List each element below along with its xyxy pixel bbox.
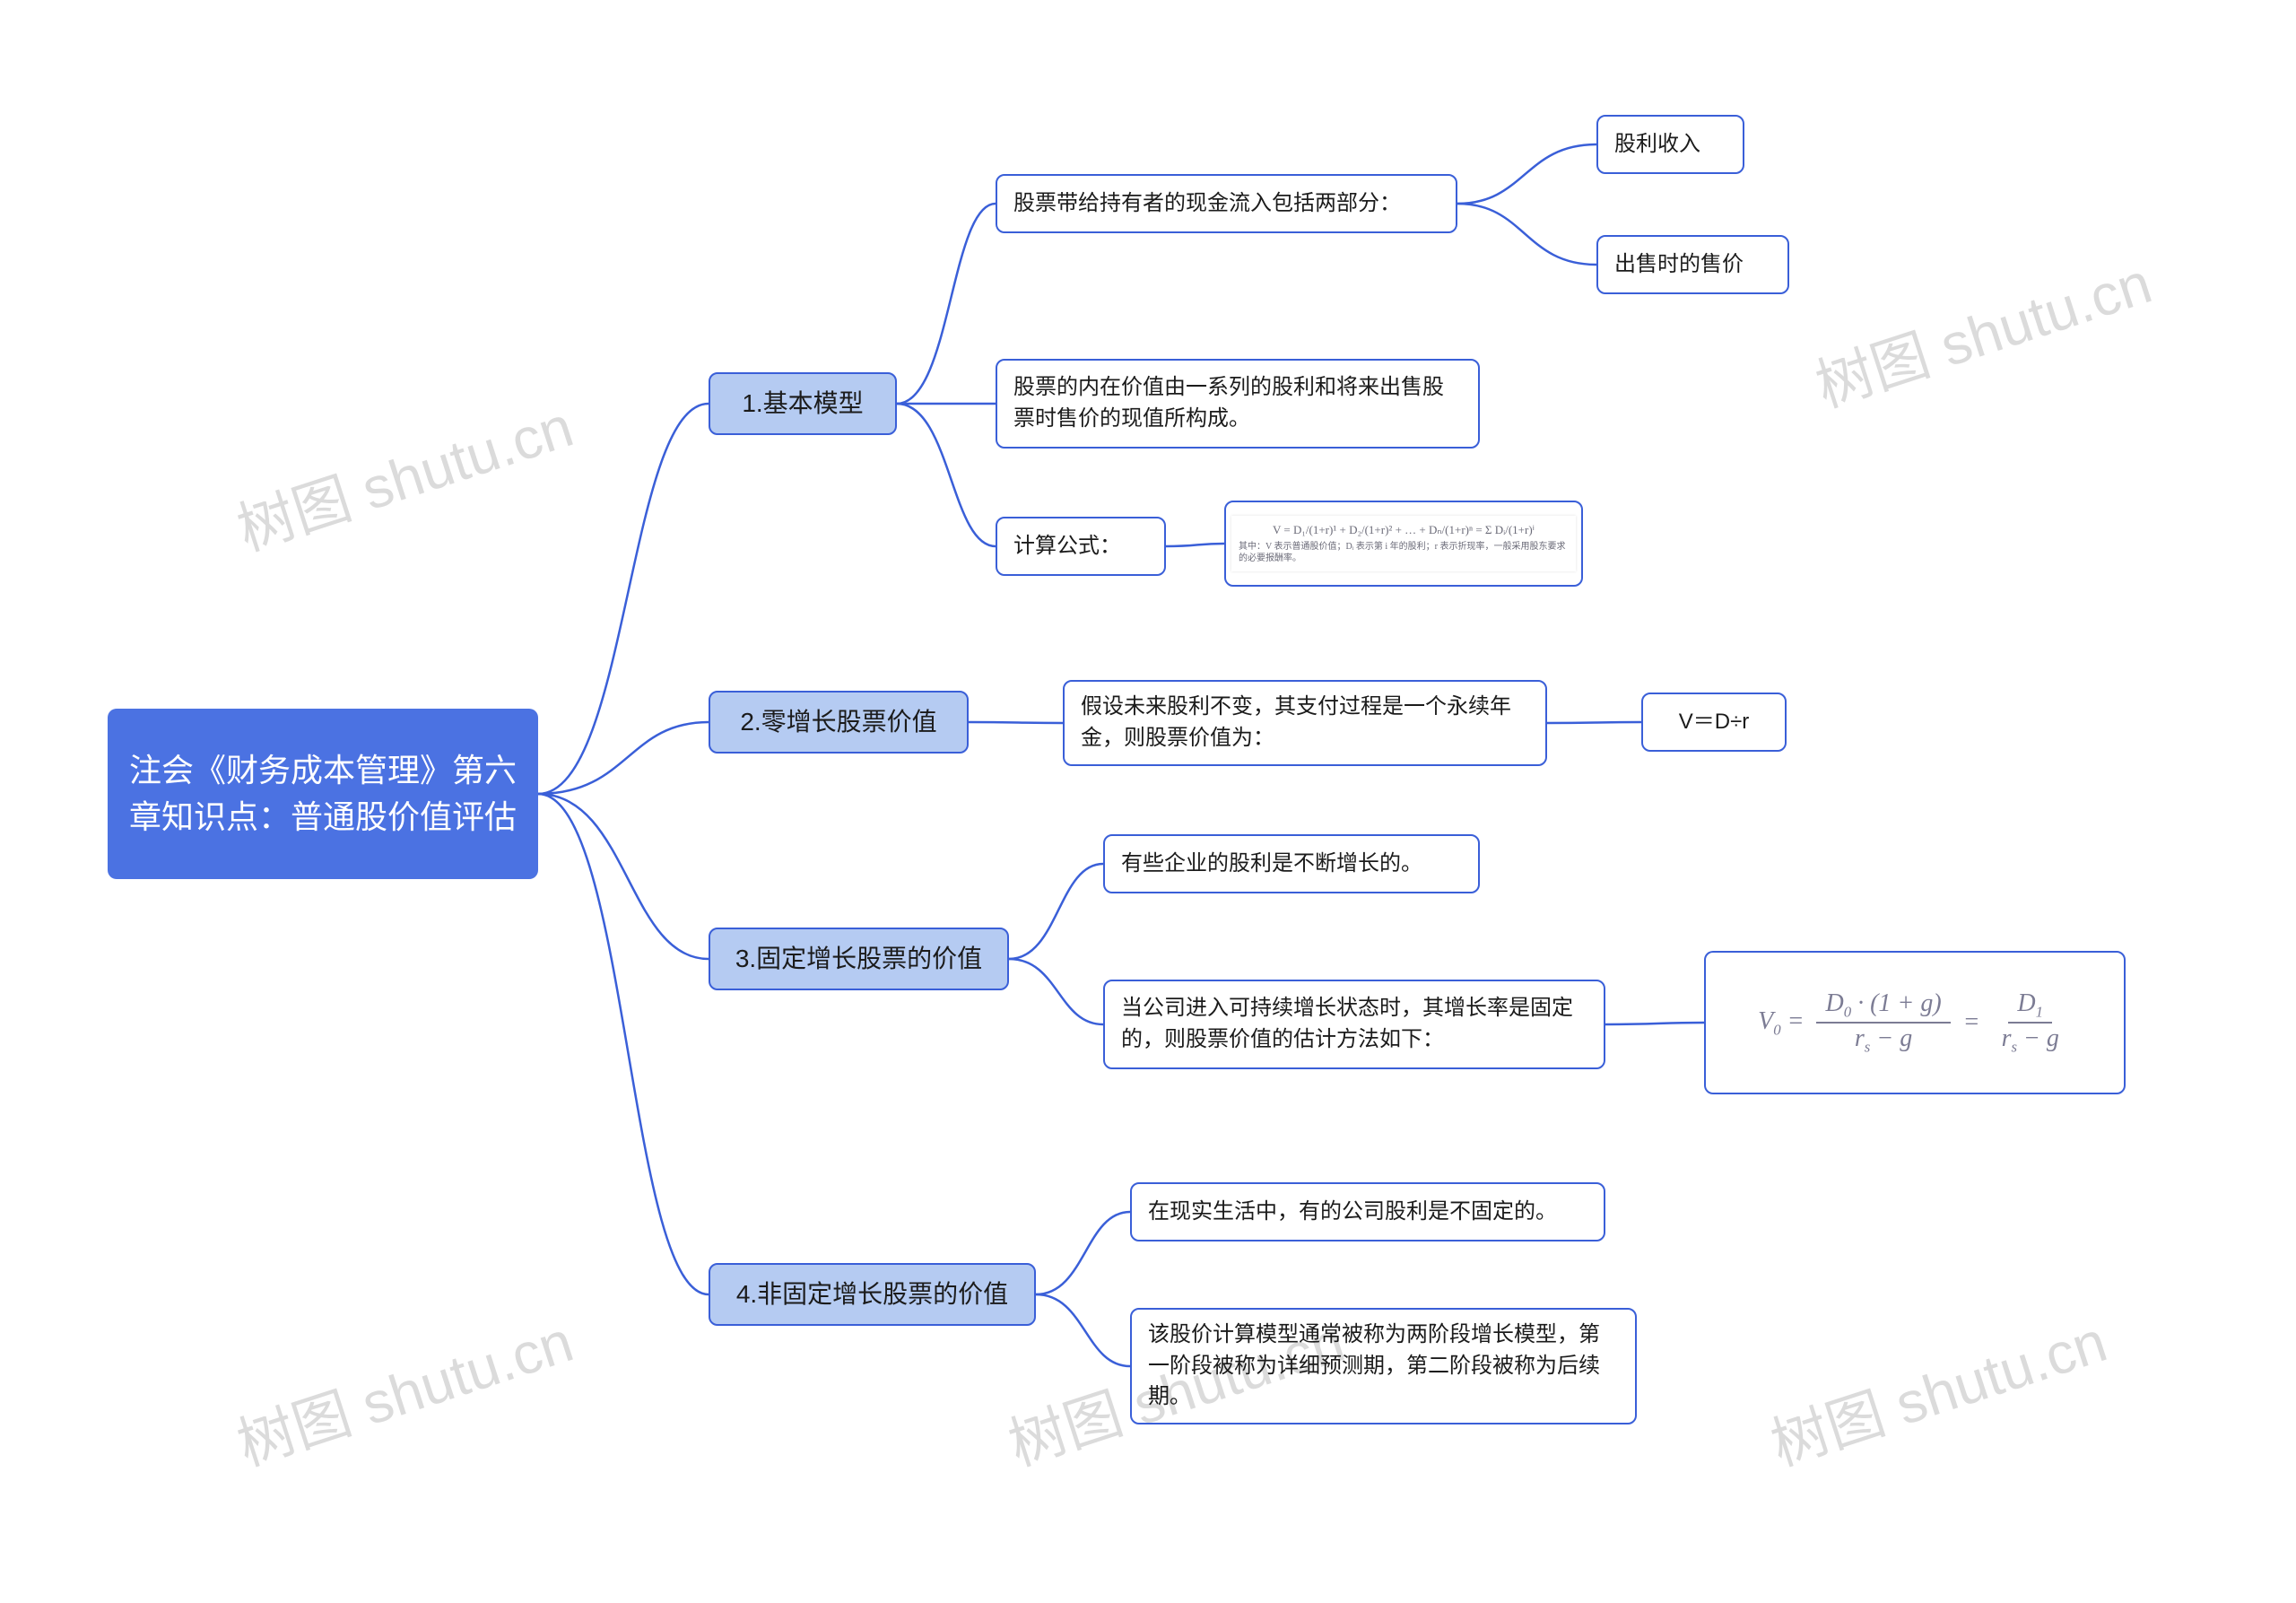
branch-3: 3.固定增长股票的价值 [709,928,1009,990]
root-node: 注会《财务成本管理》第六章知识点：普通股价值评估 [108,709,538,879]
branch-1-leaf-1: 股票带给持有者的现金流入包括两部分： [996,174,1457,233]
branch-4-label: 4.非固定增长股票的价值 [736,1276,1008,1313]
branch-2-leaf-1a: V＝D÷r [1641,693,1787,752]
branch-1-leaf-1b: 出售时的售价 [1596,235,1789,294]
branch-4: 4.非固定增长股票的价值 [709,1263,1036,1326]
formula-v0-expr: V0 = D0 · (1 + g) rs − g = D1 rs − g [1758,990,2072,1055]
branch-4-leaf-2: 该股价计算模型通常被称为两阶段增长模型，第一阶段被称为详细预测期，第二阶段被称为… [1130,1308,1637,1424]
branch-3-formula-v0: V0 = D0 · (1 + g) rs − g = D1 rs − g [1704,951,2126,1094]
branch-2-leaf-1: 假设未来股利不变，其支付过程是一个永续年金，则股票价值为： [1063,680,1547,766]
leaf-text: 股票带给持有者的现金流入包括两部分： [1013,188,1401,220]
branch-2: 2.零增长股票价值 [709,691,969,754]
watermark: 树图 shutu.cn [1805,238,2161,423]
leaf-text: 有些企业的股利是不断增长的。 [1121,849,1422,880]
branch-3-label: 3.固定增长股票的价值 [735,941,982,978]
leaf-text: V＝D÷r [1679,707,1750,738]
leaf-text: 股票的内在价值由一系列的股利和将来出售股票时售价的现值所构成。 [1013,372,1462,435]
leaf-text: 股利收入 [1614,129,1700,161]
branch-1-formula-tiny: V = D₁/(1+r)¹ + D₂/(1+r)² + … + Dₙ/(1+r)… [1224,501,1583,587]
watermark: 树图 shutu.cn [226,381,582,567]
branch-1: 1.基本模型 [709,372,897,435]
formula-summation: V = D₁/(1+r)¹ + D₂/(1+r)² + … + Dₙ/(1+r)… [1231,516,1576,572]
branch-4-leaf-1: 在现实生活中，有的公司股利是不固定的。 [1130,1182,1605,1241]
leaf-text: 该股价计算模型通常被称为两阶段增长模型，第一阶段被称为详细预测期，第二阶段被称为… [1148,1320,1619,1413]
branch-1-leaf-2: 股票的内在价值由一系列的股利和将来出售股票时售价的现值所构成。 [996,359,1480,449]
branch-1-leaf-3: 计算公式： [996,517,1166,576]
leaf-text: 在现实生活中，有的公司股利是不固定的。 [1148,1197,1557,1228]
root-label: 注会《财务成本管理》第六章知识点：普通股价值评估 [124,747,522,841]
branch-1-label: 1.基本模型 [742,386,863,423]
leaf-text: 计算公式： [1013,531,1121,562]
branch-2-label: 2.零增长股票价值 [740,704,936,741]
watermark: 树图 shutu.cn [1760,1296,2116,1482]
leaf-text: 出售时的售价 [1614,249,1744,281]
branch-3-leaf-2: 当公司进入可持续增长状态时，其增长率是固定的，则股票价值的估计方法如下： [1103,980,1605,1069]
leaf-text: 假设未来股利不变，其支付过程是一个永续年金，则股票价值为： [1081,692,1529,754]
branch-3-leaf-1: 有些企业的股利是不断增长的。 [1103,834,1480,893]
leaf-text: 当公司进入可持续增长状态时，其增长率是固定的，则股票价值的估计方法如下： [1121,993,1587,1056]
branch-1-leaf-1a: 股利收入 [1596,115,1744,174]
watermark: 树图 shutu.cn [226,1296,582,1482]
